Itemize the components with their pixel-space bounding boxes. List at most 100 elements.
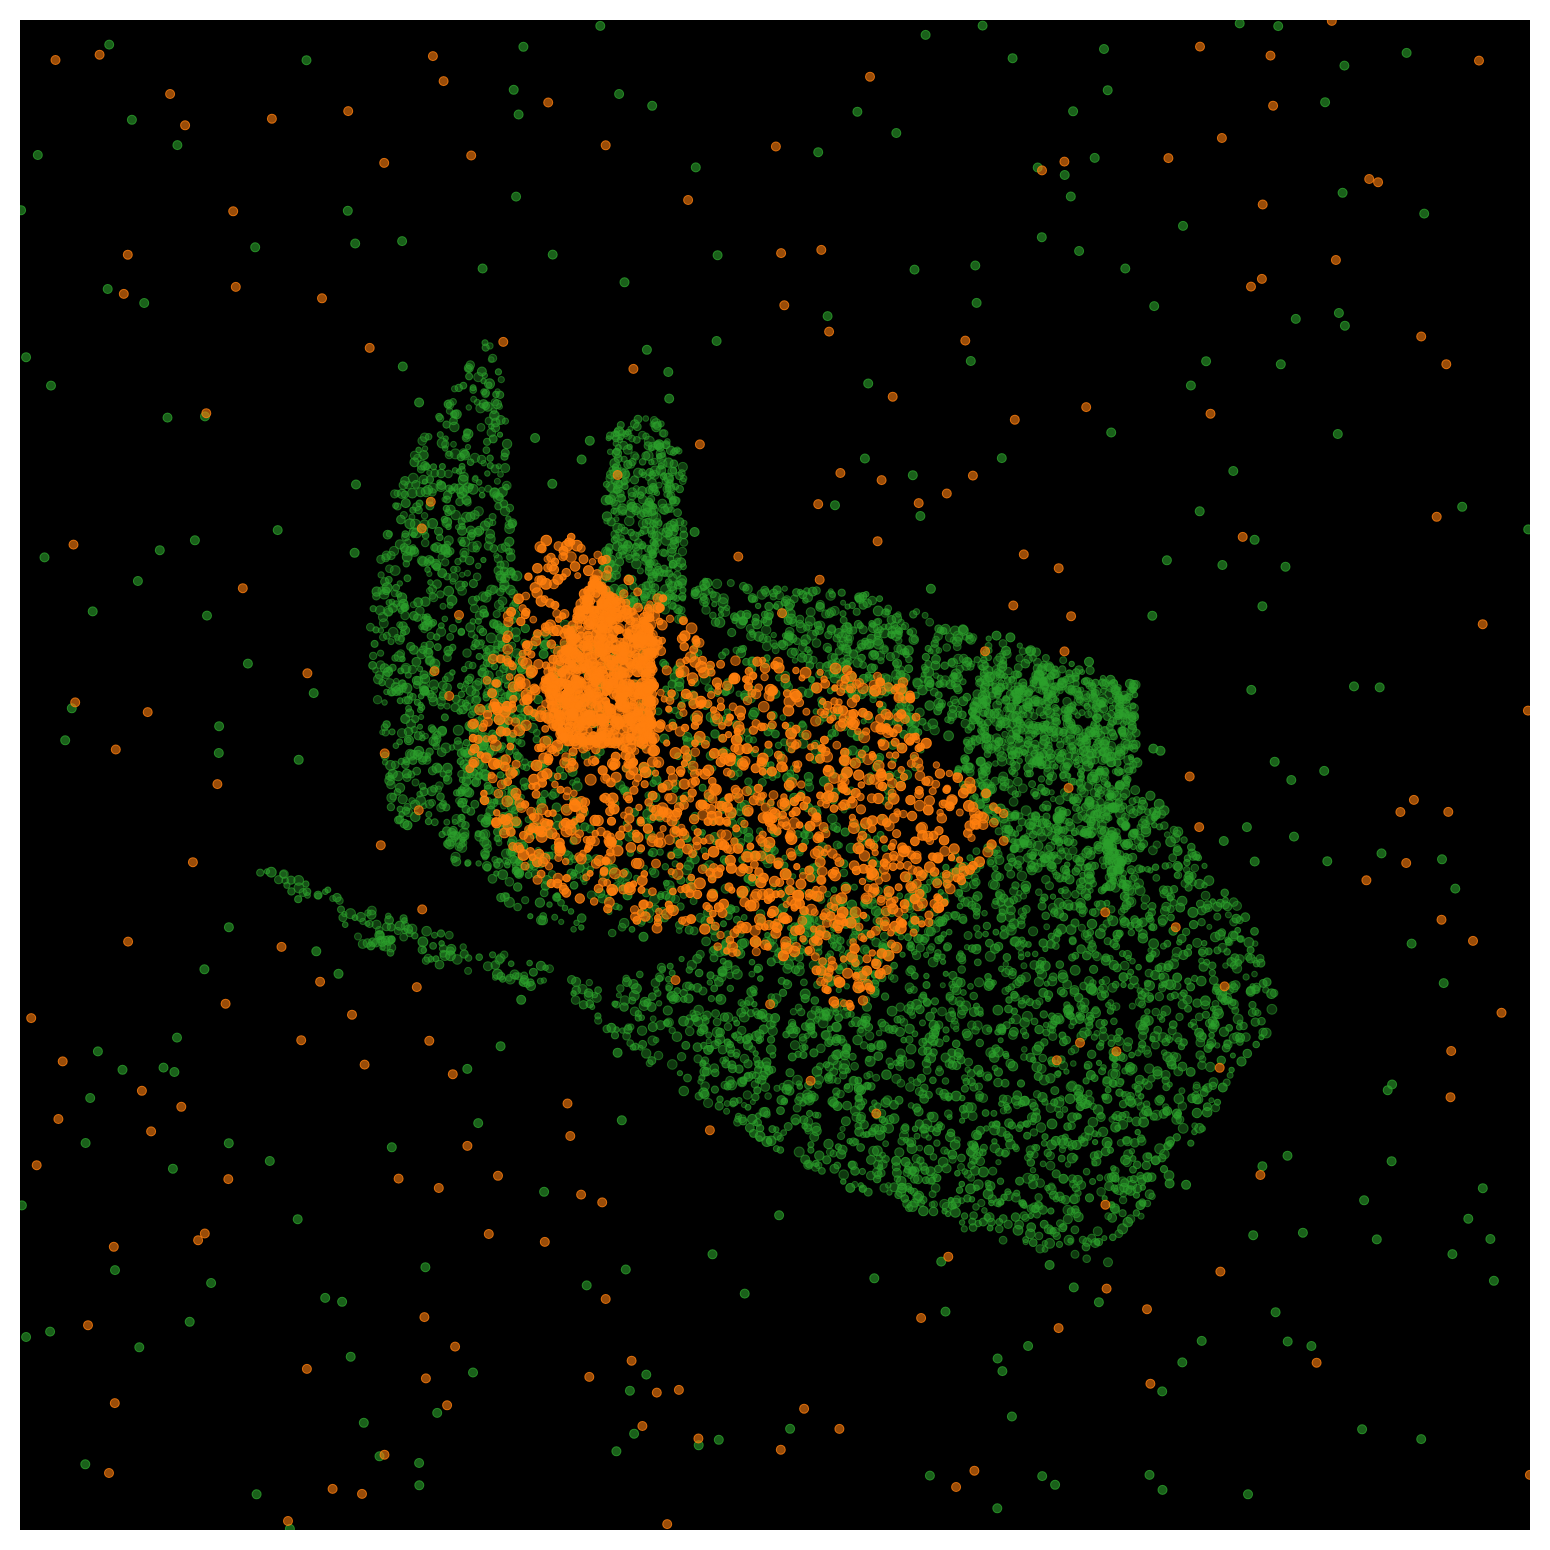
green-point [947, 1060, 958, 1070]
green-point [492, 610, 501, 619]
green-point [454, 383, 463, 393]
green-point [623, 430, 633, 440]
green-point [1071, 1208, 1081, 1219]
green-point [1166, 892, 1175, 901]
green-point [923, 926, 934, 937]
green-point [913, 1106, 924, 1117]
green-point [663, 1017, 674, 1028]
green-point [1108, 1116, 1116, 1123]
green-point [1036, 969, 1048, 980]
green-point [1028, 926, 1039, 937]
green-point [1018, 1199, 1027, 1207]
green-point [417, 936, 429, 948]
green-point [441, 675, 449, 683]
green-point [659, 548, 668, 557]
green-point [1143, 1049, 1153, 1058]
green-point [1145, 790, 1156, 801]
green-point [425, 811, 433, 818]
green-point [799, 988, 811, 1000]
green-point [613, 427, 620, 434]
green-point [428, 798, 437, 807]
green-point [1077, 923, 1086, 932]
green-point [675, 447, 683, 455]
green-point [1133, 982, 1140, 989]
green-point [927, 943, 936, 951]
green-point [1058, 1195, 1066, 1204]
green-point [1073, 1084, 1084, 1096]
green-point [943, 730, 954, 742]
green-point [712, 1017, 722, 1027]
green-point [816, 1043, 826, 1054]
green-point [1104, 1181, 1115, 1192]
green-point [1178, 1087, 1186, 1095]
green-point [973, 958, 982, 967]
green-point [1151, 822, 1158, 829]
green-point [1122, 1157, 1132, 1168]
green-point [942, 943, 951, 952]
green-point [384, 678, 395, 689]
green-point [1187, 848, 1197, 858]
green-point [789, 1040, 801, 1051]
green-point [1132, 1160, 1142, 1170]
green-point [492, 399, 503, 410]
green-point [450, 509, 461, 521]
green-point [739, 616, 749, 626]
green-point [726, 971, 734, 980]
green-point [1142, 1152, 1153, 1163]
green-point [1092, 1139, 1099, 1146]
green-point [678, 955, 685, 963]
green-point [1144, 1008, 1151, 1015]
green-point [472, 545, 480, 553]
green-point [1159, 906, 1170, 916]
green-point [933, 1123, 943, 1133]
green-point [921, 1176, 930, 1185]
green-point [1148, 1192, 1156, 1201]
green-point [1191, 974, 1199, 983]
green-point [470, 799, 480, 809]
green-point [1167, 913, 1175, 922]
green-point [481, 401, 491, 411]
green-point [293, 875, 305, 886]
green-point [998, 1214, 1008, 1223]
green-point [785, 1068, 795, 1078]
green-point [1062, 1214, 1073, 1225]
green-point [583, 991, 594, 1001]
green-point [1051, 1169, 1061, 1179]
green-point [992, 928, 1000, 936]
green-point [329, 895, 337, 902]
green-point [485, 381, 493, 389]
green-point [379, 944, 386, 951]
green-point [411, 778, 420, 787]
green-point [1195, 1037, 1206, 1048]
green-point [802, 592, 814, 603]
green-point [813, 1074, 825, 1085]
green-point [702, 577, 709, 584]
green-point [1055, 960, 1065, 969]
green-point [1126, 865, 1136, 875]
green-point [1055, 1240, 1064, 1249]
green-point [1011, 726, 1021, 736]
green-point [926, 878, 933, 886]
green-point [1024, 951, 1031, 958]
green-point [436, 533, 444, 542]
green-point [666, 962, 674, 970]
green-point [483, 437, 492, 446]
green-point [1118, 1111, 1127, 1121]
green-point [1119, 1053, 1128, 1063]
green-point [921, 611, 929, 619]
green-point [881, 1069, 892, 1080]
green-point [1192, 1093, 1204, 1105]
green-point [931, 654, 941, 665]
green-point [1019, 1027, 1028, 1035]
green-point [612, 1000, 621, 1009]
green-point [945, 928, 953, 936]
green-point [842, 1050, 851, 1058]
green-point [698, 1074, 706, 1082]
green-point [971, 1157, 978, 1164]
green-point [440, 713, 449, 722]
green-point [444, 649, 452, 657]
green-point [442, 445, 449, 452]
green-point [659, 429, 669, 438]
green-point [1101, 1136, 1113, 1148]
green-point [1192, 1081, 1201, 1090]
